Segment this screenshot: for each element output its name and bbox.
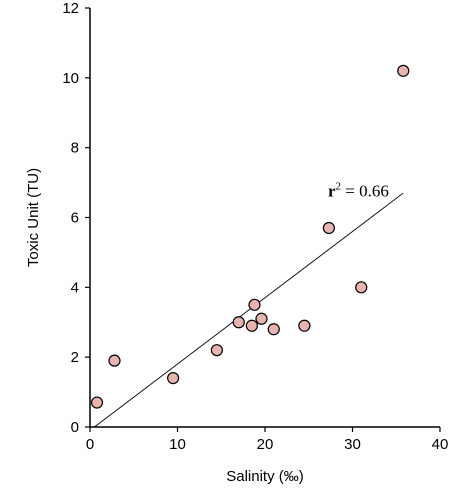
data-point [167, 372, 180, 385]
x-tick-label: 10 [169, 436, 186, 453]
r-superscript: 2 [336, 181, 342, 193]
y-tick-label: 8 [71, 140, 79, 157]
r-value: = 0.66 [341, 182, 389, 201]
data-point [298, 319, 311, 332]
y-tick-label: 10 [62, 70, 79, 87]
y-tick-label: 12 [62, 0, 79, 17]
data-point [248, 298, 261, 311]
data-point [322, 221, 335, 235]
regression-line [94, 192, 404, 428]
data-point [232, 316, 245, 329]
x-tick-label: 40 [432, 436, 449, 453]
y-tick-label: 2 [71, 349, 79, 366]
y-axis-label: Toxic Unit (TU) [25, 168, 42, 267]
x-tick-label: 0 [86, 436, 94, 453]
x-axis-label: Salinity (‰) [226, 468, 304, 485]
data-point [210, 344, 223, 357]
axes: 0 10 20 30 40 0 2 4 6 8 10 12 [62, 0, 448, 453]
data-point [267, 323, 280, 336]
data-point [90, 396, 104, 409]
data-points [90, 64, 410, 409]
y-tick-label: 4 [71, 279, 79, 296]
r-squared-annotation: r2 = 0.66 [328, 181, 389, 201]
x-tick-label: 20 [257, 436, 274, 453]
data-point [397, 64, 410, 77]
regression-line-group [94, 192, 404, 428]
data-point [108, 354, 121, 367]
data-point [355, 281, 368, 294]
y-tick-label: 6 [71, 210, 79, 227]
data-point [245, 319, 258, 332]
data-point [255, 312, 268, 325]
x-tick-label: 30 [344, 436, 361, 453]
y-tick-label: 0 [71, 419, 79, 436]
r-label: r [328, 182, 336, 201]
